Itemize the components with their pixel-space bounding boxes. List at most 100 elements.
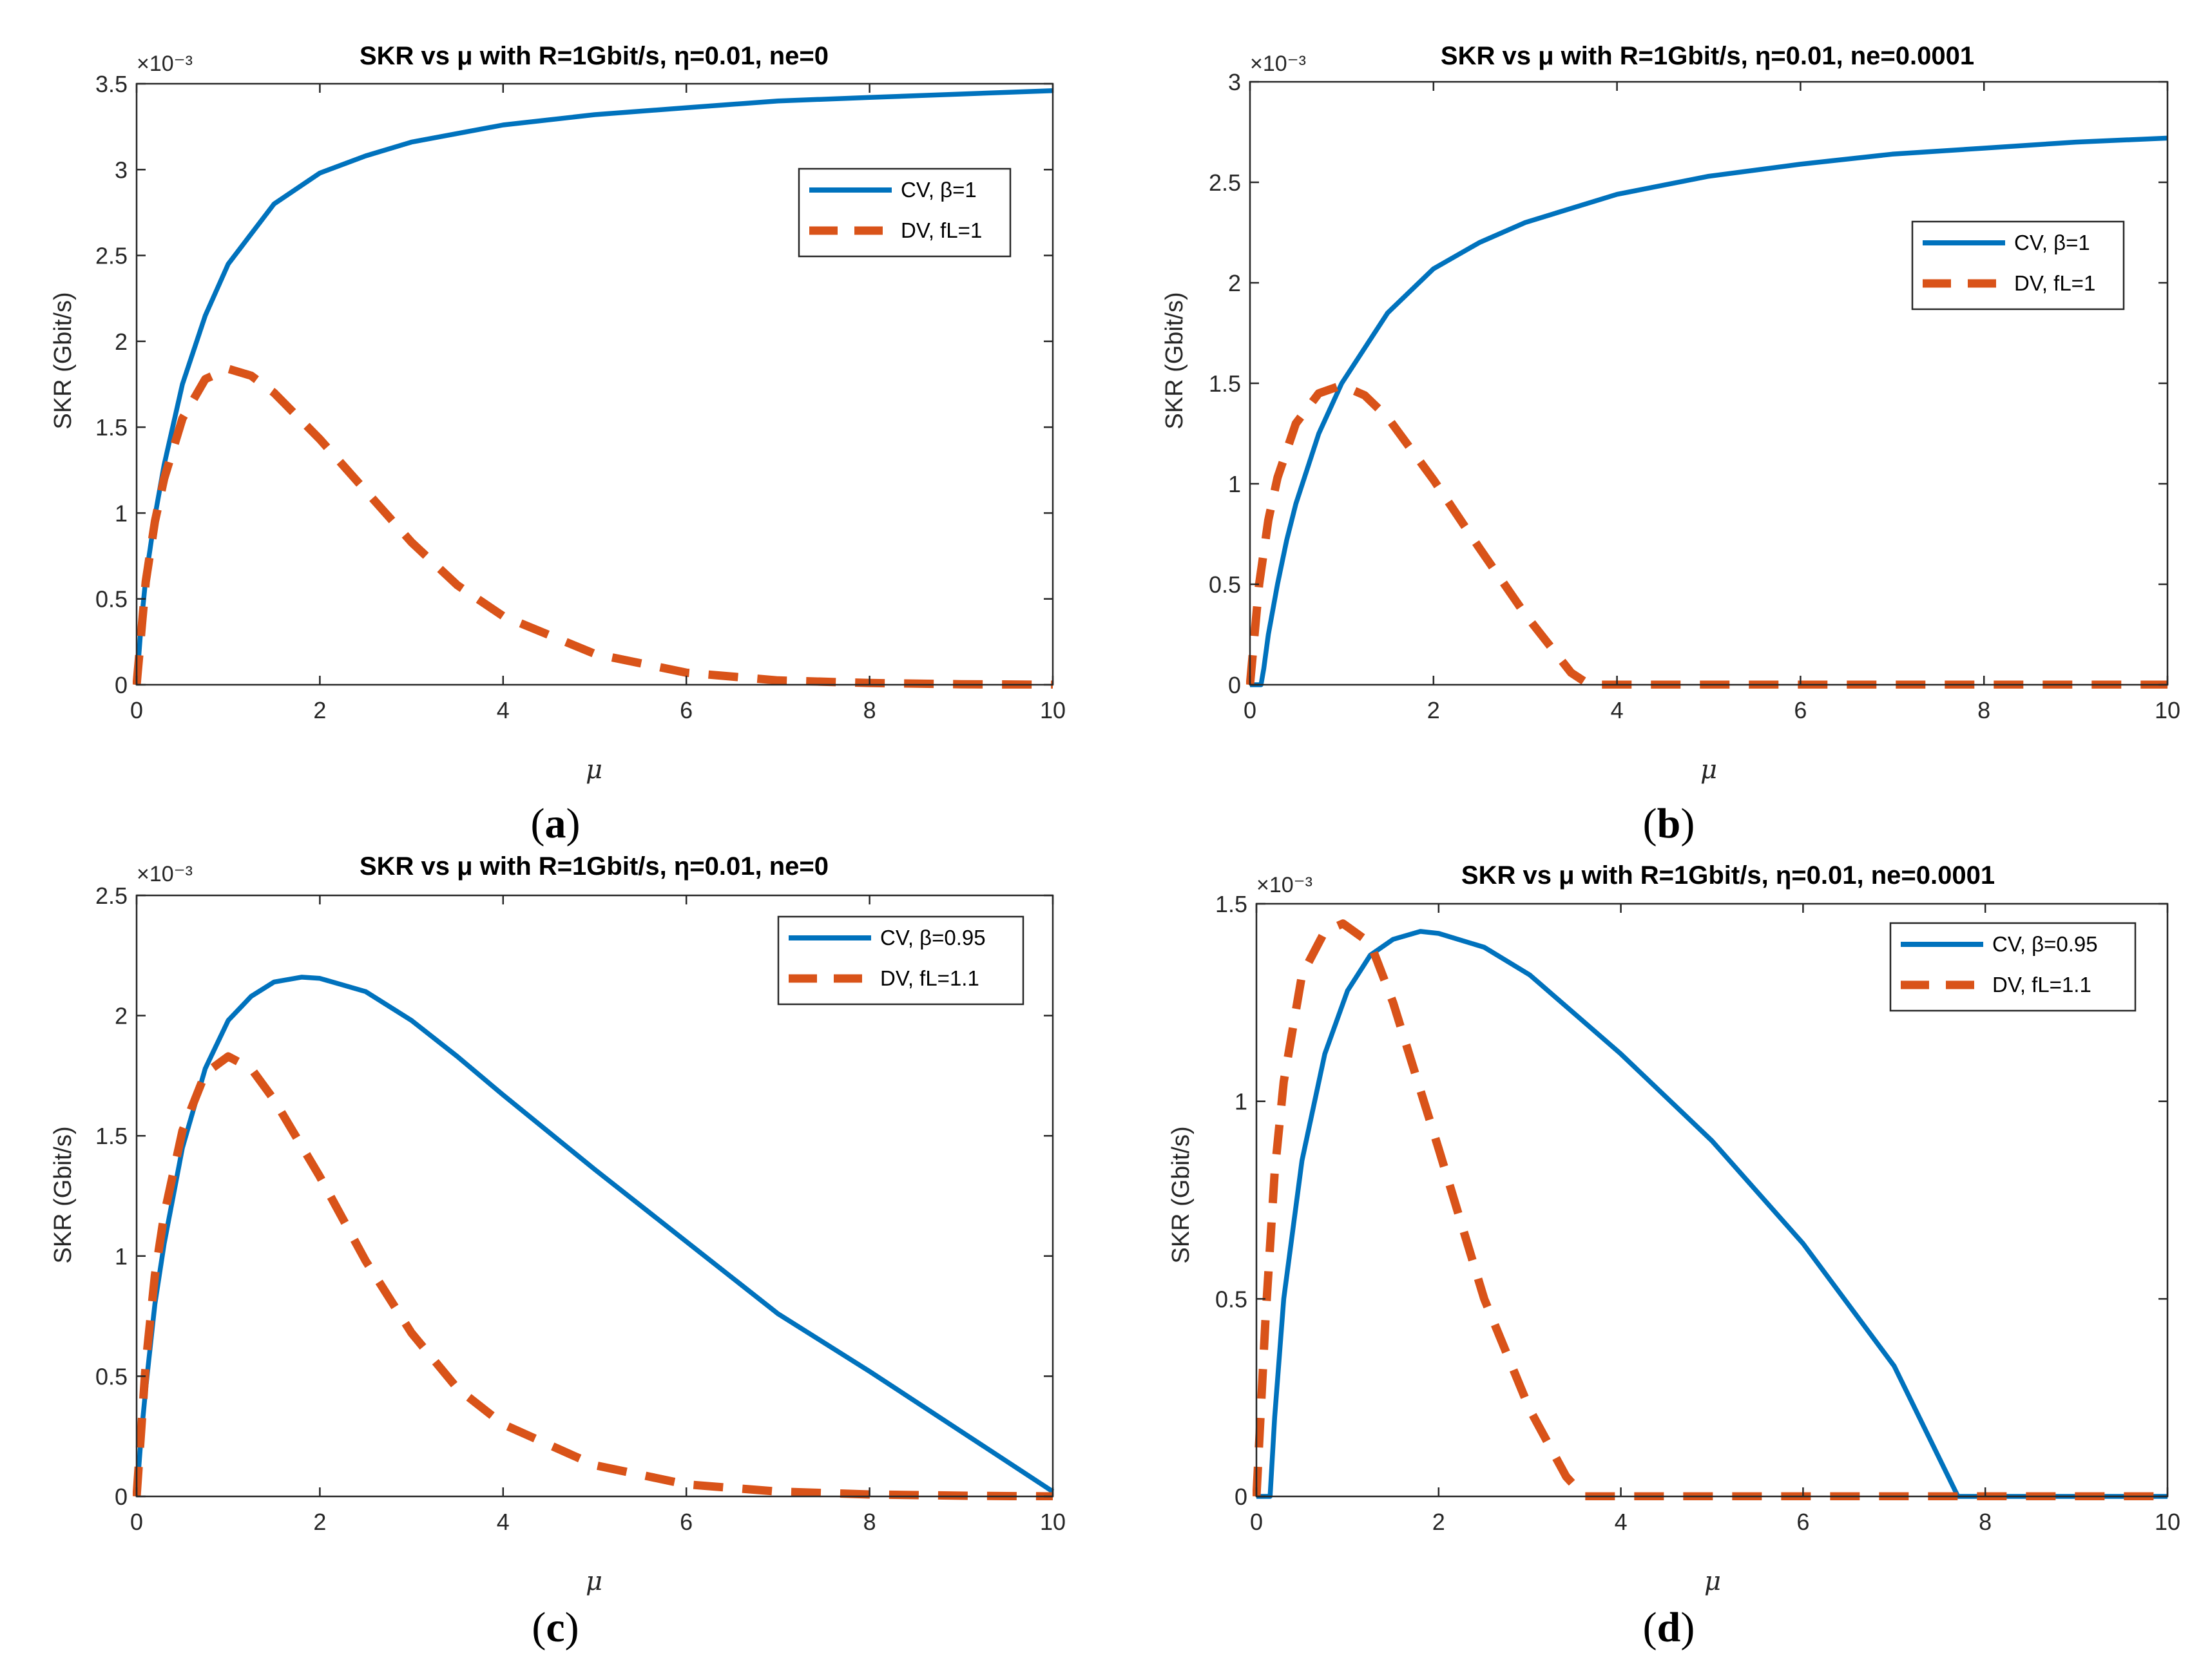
legend-label-dv: DV, fL=1 [901,218,982,242]
y-axis-label: SKR (Gbit/s) [50,292,77,429]
x-tick-label: 10 [2155,697,2180,723]
legend: CV, β=1 DV, fL=1 [1911,220,2125,310]
y-tick-label: 3 [1228,69,1241,95]
legend-label-cv: CV, β=0.95 [1992,932,2098,956]
panel-letter: d [1657,1604,1681,1651]
x-tick-label: 6 [680,697,693,723]
y-exponent: ×10⁻³ [137,52,193,76]
y-tick-label: 0 [1228,672,1241,698]
y-tick-label: 1 [115,500,128,526]
y-tick-label: 2 [115,1003,128,1029]
x-tick-label: 2 [313,697,326,723]
x-tick-label: 2 [1432,1509,1445,1535]
y-tick-label: 3.5 [95,71,128,97]
x-tick-label: 8 [863,1509,876,1535]
series-line-dv [133,1052,1053,1500]
x-tick-label: 10 [1040,697,1066,723]
x-tick-label: 4 [497,1509,510,1535]
y-tick-label: 0 [115,1484,128,1510]
legend-label-dv: DV, fL=1.1 [880,966,979,990]
chart-title: SKR vs μ with R=1Gbit/s, η=0.01, ne=0.00… [1461,861,1995,890]
plot-area: 0 2 4 6 8 10 0 0.5 1 1.5 2 2.5 [95,883,1066,1535]
x-axis-label: μ [586,755,602,785]
legend: CV, β=0.95 DV, fL=1.1 [777,915,1024,1006]
legend: CV, β=1 DV, fL=1 [798,167,1012,258]
y-tick-label: 0.5 [95,586,128,613]
x-tick-label: 4 [497,697,510,723]
x-tick-label: 10 [1040,1509,1066,1535]
y-tick-label: 2.5 [1209,169,1241,196]
series-line-dv [133,365,1053,689]
y-tick-label: 2 [115,329,128,355]
x-axis-label: μ [586,1567,602,1596]
panel-caption: (b) [1643,800,1695,847]
x-tick-label: 6 [1796,1509,1809,1535]
legend-label-cv: CV, β=0.95 [880,926,986,950]
plot-area: 0 2 4 6 8 10 0 0.5 1 1.5 2 2.5 3 [1209,69,2180,723]
plot-area: 0 2 4 6 8 10 0 0.5 1 1.5 [1215,891,2180,1535]
legend-box [777,915,1024,1006]
legend-box [798,167,1012,258]
panel-letter: b [1657,800,1681,847]
y-tick-label: 1 [1235,1089,1247,1115]
y-tick-label: 1.5 [95,1123,128,1149]
legend-box [1889,922,2137,1012]
y-tick-label: 0 [1235,1484,1247,1510]
panel-letter: c [546,1604,564,1651]
x-tick-label: 0 [130,697,143,723]
plot-area: 0 2 4 6 8 10 0 0.5 1 1.5 2 2.5 3 3.5 [95,71,1066,723]
y-tick-label: 2.5 [95,883,128,909]
x-tick-label: 2 [1427,697,1440,723]
series-line-cv [1256,929,2167,1499]
panel-b: SKR vs μ with R=1Gbit/s, η=0.01, ne=0.00… [1161,42,2180,847]
y-axis-label: SKR (Gbit/s) [1161,292,1188,429]
chart-title: SKR vs μ with R=1Gbit/s, η=0.01, ne=0.00… [1441,42,1974,70]
legend-label-dv: DV, fL=1.1 [1992,973,2091,997]
legend-label-dv: DV, fL=1 [2014,271,2095,295]
legend: CV, β=0.95 DV, fL=1.1 [1889,922,2137,1012]
x-tick-label: 8 [1977,697,1990,723]
x-tick-label: 4 [1615,1509,1628,1535]
panel-caption: (c) [532,1604,579,1651]
series-line-cv [1250,135,2168,687]
x-tick-label: 6 [1794,697,1807,723]
panel-letter: a [545,800,566,847]
y-tick-label: 0 [115,672,128,698]
y-tick-label: 0.5 [95,1363,128,1389]
x-tick-label: 4 [1611,697,1624,723]
legend-label-cv: CV, β=1 [2014,231,2090,254]
chart-title: SKR vs μ with R=1Gbit/s, η=0.01, ne=0 [360,852,829,881]
y-exponent: ×10⁻³ [1256,873,1312,897]
y-tick-label: 1 [1228,471,1241,497]
y-exponent: ×10⁻³ [137,862,193,886]
y-tick-label: 2.5 [95,243,128,269]
x-tick-label: 0 [130,1509,143,1535]
x-axis-label: μ [1700,755,1717,785]
y-tick-label: 1.5 [95,414,128,441]
x-tick-label: 0 [1250,1509,1263,1535]
axes-box [1255,902,2169,1498]
panel-caption: (a) [531,800,581,847]
y-axis-label: SKR (Gbit/s) [50,1126,77,1263]
y-tick-label: 1.5 [1215,891,1247,917]
y-axis-label: SKR (Gbit/s) [1168,1126,1195,1263]
panel-c: SKR vs μ with R=1Gbit/s, η=0.01, ne=0 ×1… [50,852,1066,1651]
x-axis-label: μ [1704,1567,1721,1596]
y-tick-label: 1 [115,1243,128,1270]
legend-box [1911,220,2125,310]
series-line-dv [1253,919,2167,1500]
x-tick-label: 0 [1244,697,1256,723]
y-tick-label: 1.5 [1209,370,1241,397]
x-tick-label: 8 [863,697,876,723]
panel-a: SKR vs μ with R=1Gbit/s, η=0.01, ne=0 ×1… [50,42,1066,847]
panel-caption: (d) [1643,1604,1695,1651]
x-tick-label: 6 [680,1509,693,1535]
y-exponent: ×10⁻³ [1250,52,1306,76]
panel-d: SKR vs μ with R=1Gbit/s, η=0.01, ne=0.00… [1168,861,2180,1651]
y-tick-label: 3 [115,157,128,183]
axes-box [135,82,1054,686]
x-tick-label: 8 [1979,1509,1992,1535]
chart-title: SKR vs μ with R=1Gbit/s, η=0.01, ne=0 [360,42,829,70]
